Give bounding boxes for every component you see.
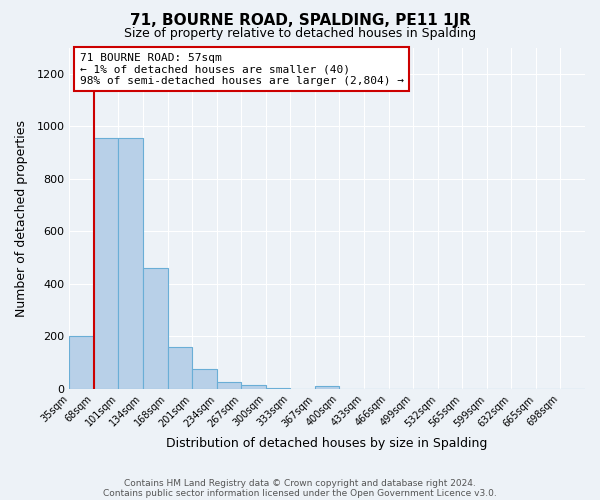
Bar bbox=[192, 369, 217, 389]
Bar bbox=[143, 268, 167, 389]
Text: Contains HM Land Registry data © Crown copyright and database right 2024.: Contains HM Land Registry data © Crown c… bbox=[124, 478, 476, 488]
Bar bbox=[266, 388, 290, 389]
Bar bbox=[167, 347, 192, 389]
Bar bbox=[217, 382, 241, 389]
Bar bbox=[70, 336, 94, 389]
Y-axis label: Number of detached properties: Number of detached properties bbox=[15, 120, 28, 316]
Text: 71 BOURNE ROAD: 57sqm
← 1% of detached houses are smaller (40)
98% of semi-detac: 71 BOURNE ROAD: 57sqm ← 1% of detached h… bbox=[80, 52, 404, 86]
Text: 71, BOURNE ROAD, SPALDING, PE11 1JR: 71, BOURNE ROAD, SPALDING, PE11 1JR bbox=[130, 12, 470, 28]
X-axis label: Distribution of detached houses by size in Spalding: Distribution of detached houses by size … bbox=[166, 437, 488, 450]
Bar bbox=[118, 138, 143, 389]
Bar bbox=[241, 385, 266, 389]
Bar bbox=[315, 386, 340, 389]
Text: Contains public sector information licensed under the Open Government Licence v3: Contains public sector information licen… bbox=[103, 488, 497, 498]
Bar bbox=[94, 138, 118, 389]
Text: Size of property relative to detached houses in Spalding: Size of property relative to detached ho… bbox=[124, 28, 476, 40]
